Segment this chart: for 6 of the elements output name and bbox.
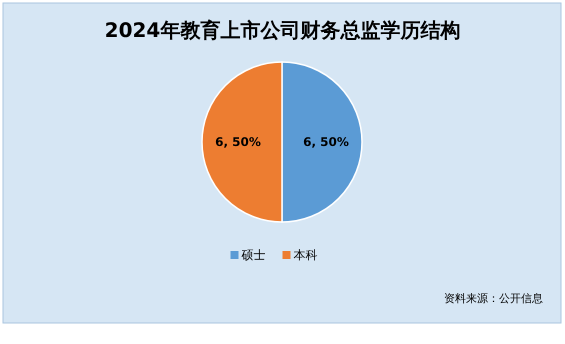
legend-label: 本科: [294, 248, 318, 262]
chart-title: 2024年教育上市公司财务总监学历结构: [104, 18, 460, 42]
data-label: 6, 50%: [303, 135, 349, 149]
data-label: 6, 50%: [215, 135, 261, 149]
text: 资料来源：公开信息: [444, 292, 543, 305]
legend-label: 硕士: [240, 248, 266, 262]
